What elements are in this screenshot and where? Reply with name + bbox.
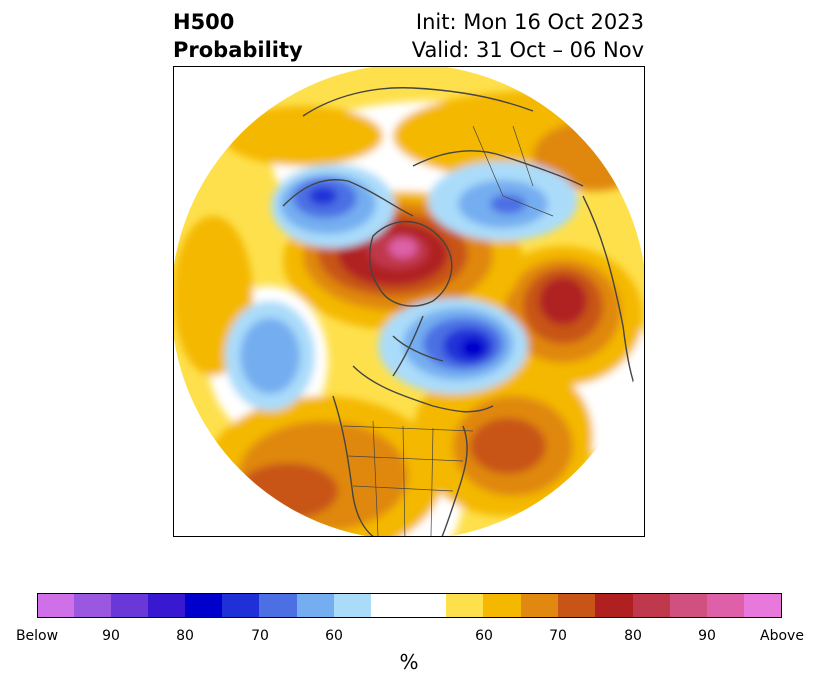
init-date: Init: Mon 16 Oct 2023	[415, 10, 644, 34]
colorbar-segment	[521, 593, 558, 618]
colorbar-segment	[74, 593, 111, 618]
probability-map	[173, 66, 645, 537]
colorbar-tick-label: Below	[15, 628, 59, 644]
colorbar-tick-label: 70	[251, 628, 269, 644]
colorbar-segment	[37, 593, 74, 618]
colorbar-segment	[707, 593, 744, 618]
atlantic-anomaly	[470, 418, 546, 474]
colorbar-frame	[37, 593, 782, 618]
colorbar-segment	[111, 593, 148, 618]
colorbar-segment	[371, 593, 446, 618]
map-disc	[173, 66, 645, 537]
valid-date: Valid: 31 Oct – 06 Nov	[411, 38, 644, 62]
colorbar-segment	[185, 593, 222, 618]
colorbar-segment	[148, 593, 185, 618]
bering-anomaly	[539, 277, 587, 325]
colorbar-segment	[633, 593, 670, 618]
colorbar-segment	[222, 593, 259, 618]
colorbar-tick-label: 80	[176, 628, 194, 644]
chart-title: H500 Probability	[173, 8, 303, 64]
colorbar-segment	[297, 593, 334, 618]
colorbar-tick-label: 80	[624, 628, 642, 644]
colorbar-segment	[558, 593, 595, 618]
title-product: Probability	[173, 38, 303, 62]
colorbar-segment	[670, 593, 707, 618]
colorbar-tick-label: Above	[760, 628, 804, 644]
colorbar-tick-label: 90	[102, 628, 120, 644]
colorbar-tick-label: 60	[325, 628, 343, 644]
greenland-sea-anomaly	[389, 238, 417, 258]
orange-belt	[223, 106, 383, 166]
colorbar-segment	[595, 593, 633, 618]
map-frame	[173, 66, 645, 537]
colorbar-tick-label: 90	[698, 628, 716, 644]
colorbar-tick-label: 60	[475, 628, 493, 644]
kamchatka-anomaly	[309, 187, 337, 205]
hudson-bay-anomaly	[461, 338, 485, 358]
siberia-anomaly	[490, 194, 526, 214]
colorbar-segment	[334, 593, 371, 618]
colorbar-unit: %	[399, 650, 419, 674]
title-variable: H500	[173, 10, 235, 34]
state-borders	[342, 125, 554, 537]
gulf-of-alaska-anomaly	[240, 318, 300, 394]
colorbar	[37, 593, 782, 618]
colorbar-tick-label: 70	[549, 628, 567, 644]
colorbar-segment	[483, 593, 521, 618]
colorbar-segment	[744, 593, 782, 618]
chart-dates: Init: Mon 16 Oct 2023 Valid: 31 Oct – 06…	[412, 8, 644, 64]
colorbar-segment	[446, 593, 483, 618]
colorbar-segment	[259, 593, 297, 618]
